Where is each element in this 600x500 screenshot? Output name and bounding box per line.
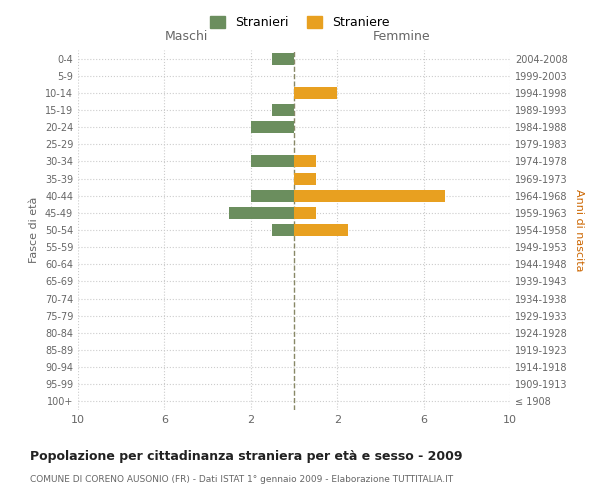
Bar — [294, 190, 445, 202]
Bar — [294, 207, 316, 219]
Bar — [294, 172, 316, 184]
Bar — [294, 87, 337, 99]
Legend: Stranieri, Straniere: Stranieri, Straniere — [205, 11, 395, 34]
Bar — [229, 207, 294, 219]
Text: COMUNE DI CORENO AUSONIO (FR) - Dati ISTAT 1° gennaio 2009 - Elaborazione TUTTIT: COMUNE DI CORENO AUSONIO (FR) - Dati IST… — [30, 475, 453, 484]
Bar — [251, 121, 294, 133]
Bar — [294, 156, 316, 168]
Bar — [272, 224, 294, 236]
Bar — [272, 104, 294, 116]
Bar — [251, 190, 294, 202]
Y-axis label: Fasce di età: Fasce di età — [29, 197, 39, 263]
Y-axis label: Anni di nascita: Anni di nascita — [574, 188, 584, 271]
Bar — [251, 156, 294, 168]
Text: Femmine: Femmine — [373, 30, 431, 43]
Bar — [272, 52, 294, 64]
Text: Maschi: Maschi — [164, 30, 208, 43]
Text: Popolazione per cittadinanza straniera per età e sesso - 2009: Popolazione per cittadinanza straniera p… — [30, 450, 463, 463]
Bar — [294, 224, 348, 236]
